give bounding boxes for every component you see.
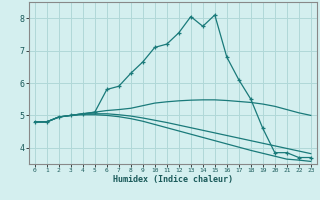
X-axis label: Humidex (Indice chaleur): Humidex (Indice chaleur) — [113, 175, 233, 184]
